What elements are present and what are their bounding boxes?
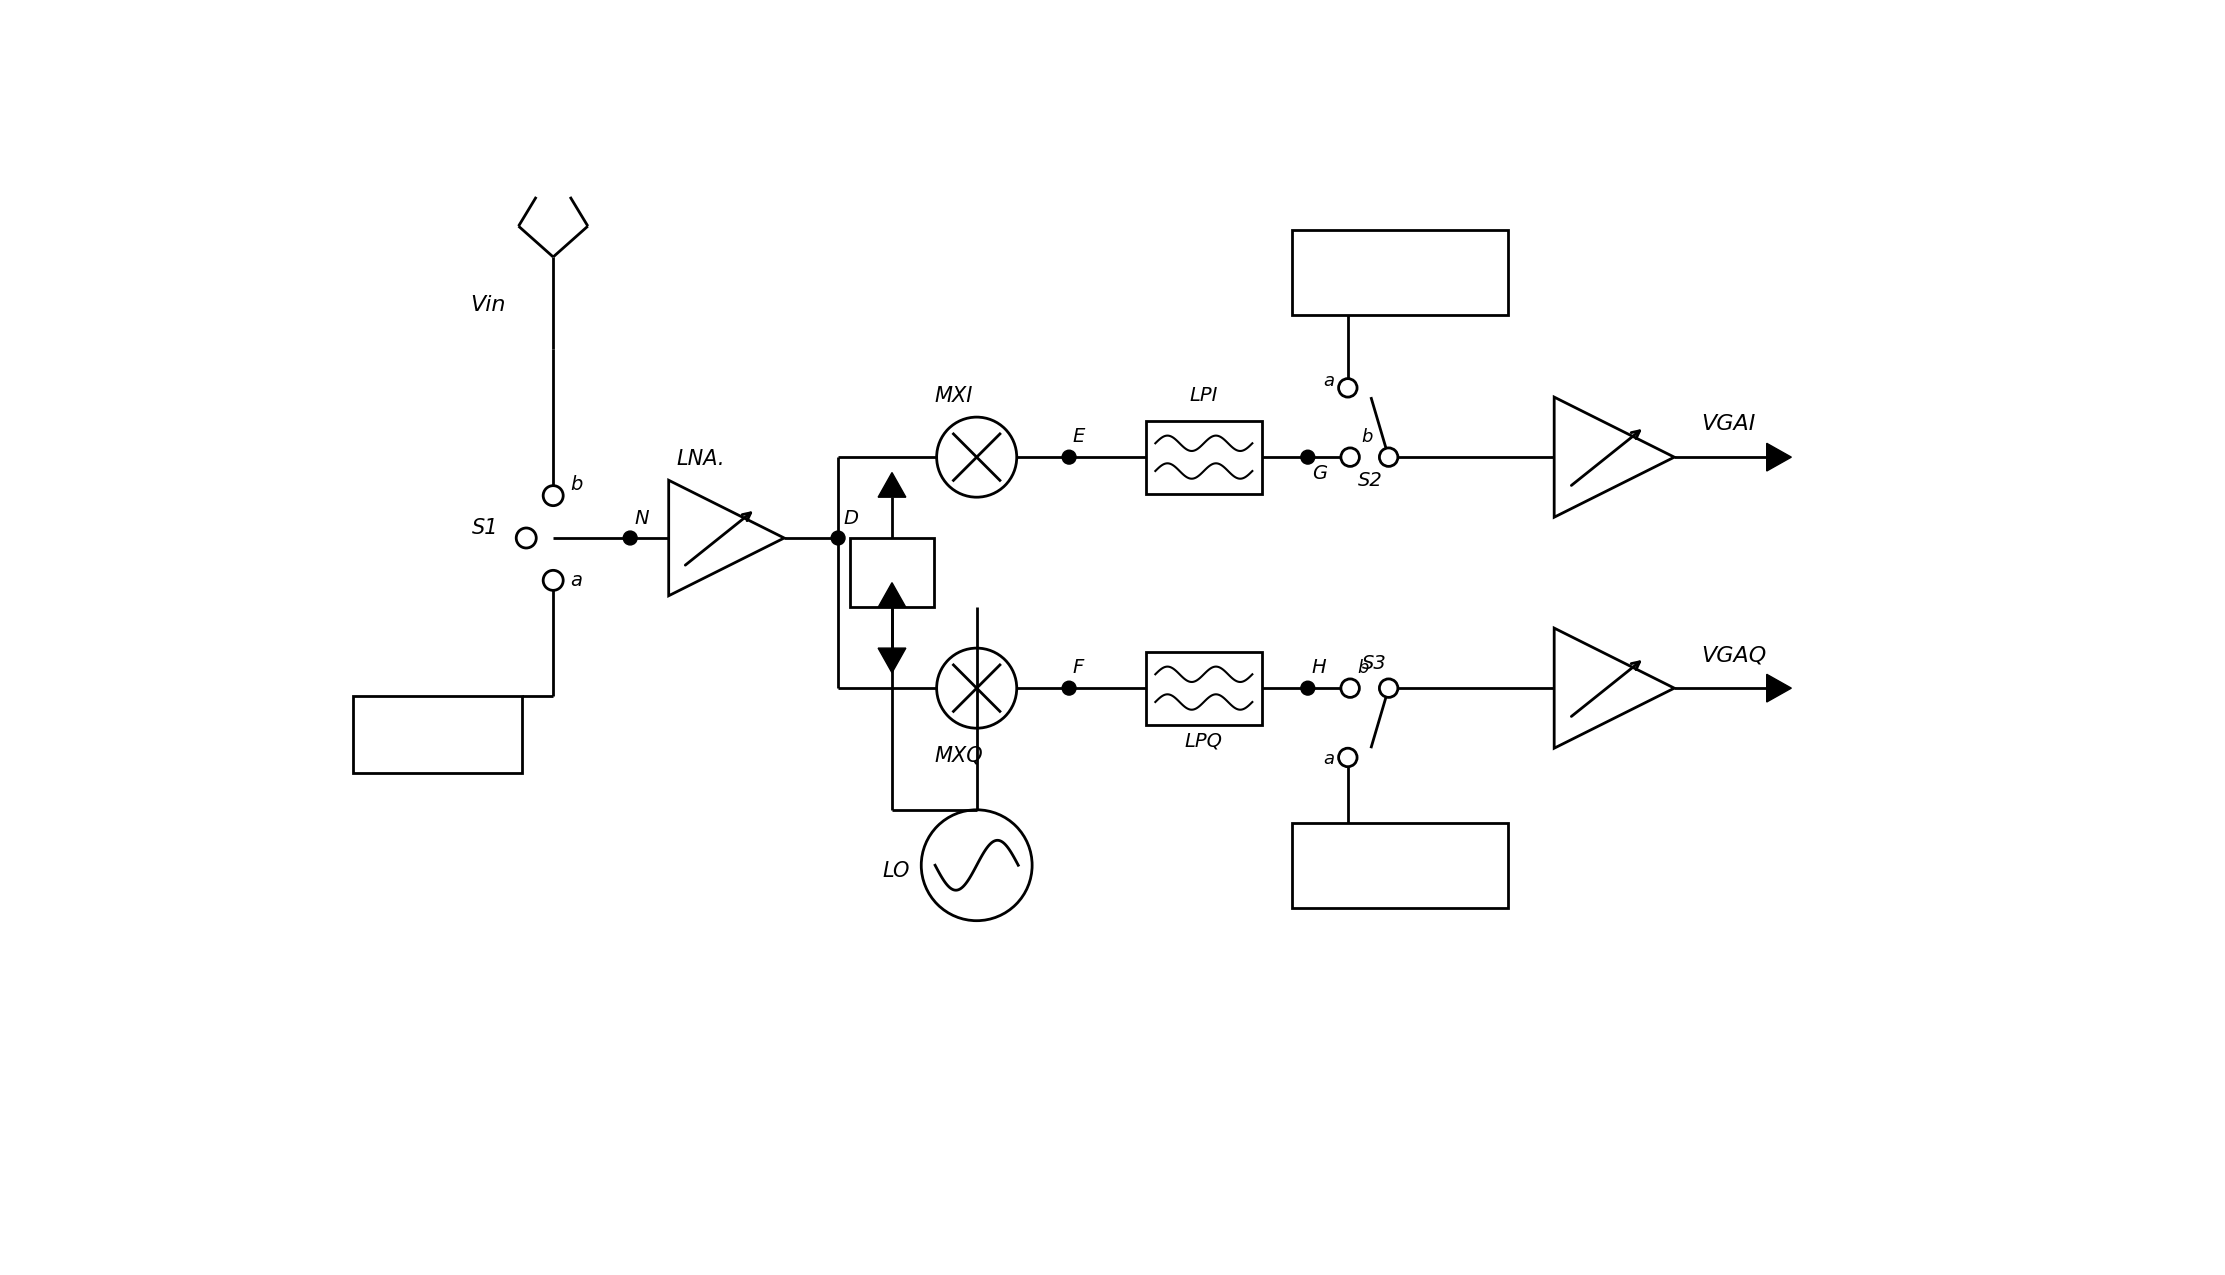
Text: MXQ: MXQ	[934, 746, 983, 765]
Text: a: a	[1324, 750, 1335, 768]
Text: Compensation: Compensation	[1331, 279, 1471, 298]
Text: b: b	[1362, 427, 1373, 446]
Circle shape	[516, 528, 536, 548]
Text: MXI: MXI	[934, 386, 972, 405]
Polygon shape	[879, 583, 906, 607]
Text: VGAQ: VGAQ	[1702, 645, 1767, 666]
Text: Offset: Offset	[1368, 247, 1431, 266]
Circle shape	[543, 486, 563, 506]
Text: I/Q: I/Q	[879, 564, 906, 583]
Bar	[1293, 822, 1509, 908]
Text: Compensation: Compensation	[1331, 872, 1471, 891]
Text: H: H	[1313, 658, 1326, 677]
Text: LPI: LPI	[1190, 386, 1217, 405]
Text: LPQ: LPQ	[1186, 732, 1224, 750]
Polygon shape	[879, 648, 906, 673]
Text: LNA.: LNA.	[676, 449, 725, 469]
Circle shape	[1339, 379, 1357, 397]
Polygon shape	[1767, 444, 1791, 470]
Bar	[1293, 230, 1509, 315]
Circle shape	[832, 532, 846, 544]
Text: D: D	[843, 509, 859, 528]
Circle shape	[1061, 450, 1077, 464]
Bar	[354, 696, 523, 773]
Text: Calibration: Calibration	[389, 711, 487, 729]
Circle shape	[1302, 450, 1315, 464]
Text: G: G	[1313, 464, 1326, 483]
Text: LO: LO	[883, 861, 910, 881]
Text: F: F	[1072, 658, 1084, 677]
Text: a: a	[570, 571, 583, 590]
Circle shape	[1380, 678, 1397, 697]
Circle shape	[1302, 681, 1315, 695]
Text: Signal: Signal	[409, 740, 465, 757]
Text: S2: S2	[1357, 472, 1382, 491]
Circle shape	[1380, 448, 1397, 467]
Text: Vin: Vin	[469, 295, 505, 315]
Text: S3: S3	[1362, 654, 1386, 673]
Circle shape	[543, 570, 563, 590]
Circle shape	[1061, 681, 1077, 695]
Circle shape	[623, 532, 636, 544]
Bar	[850, 538, 934, 607]
Text: b: b	[1357, 659, 1368, 677]
Text: a: a	[1324, 372, 1335, 390]
Text: VGAI: VGAI	[1702, 414, 1756, 435]
Polygon shape	[1767, 674, 1791, 703]
Circle shape	[1342, 678, 1359, 697]
Circle shape	[1342, 448, 1359, 467]
Text: b: b	[570, 476, 583, 495]
Circle shape	[1339, 748, 1357, 766]
Bar	[1146, 421, 1262, 493]
Bar	[1146, 652, 1262, 724]
Polygon shape	[879, 473, 906, 497]
Text: N: N	[634, 509, 650, 528]
Text: S1: S1	[472, 518, 498, 538]
Text: Offset: Offset	[1368, 840, 1431, 859]
Text: E: E	[1072, 427, 1086, 446]
